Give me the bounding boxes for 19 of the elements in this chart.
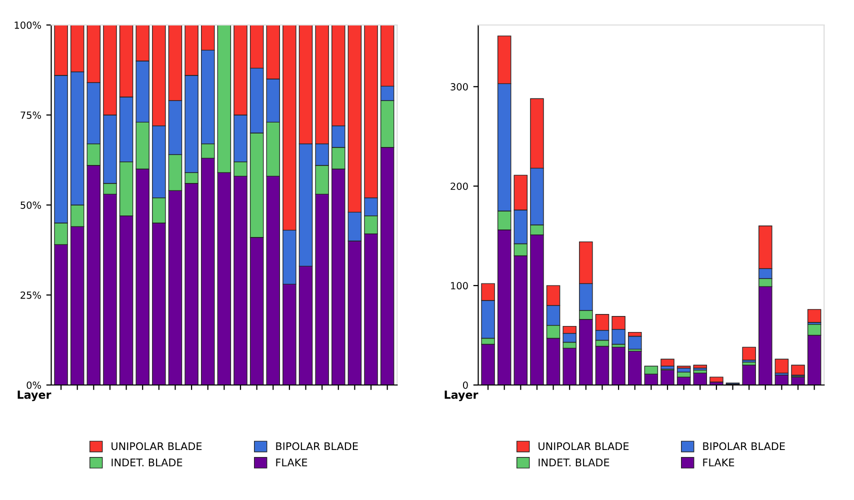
y-tick-label: 50% [20, 201, 41, 209]
legend-label: UNIPOLAR BLADE [112, 442, 202, 450]
y-tick-label: 75% [20, 111, 41, 119]
y-tick-label: 300 [450, 83, 468, 90]
legend-label: FLAKE [703, 458, 734, 466]
legend-label: INDET. BLADE [112, 458, 182, 466]
x-axis-title: Layer [18, 390, 52, 402]
y-tick-label: 200 [450, 182, 468, 190]
legend-label: INDET. BLADE [538, 458, 610, 466]
legend-label: BIPOLAR BLADE [276, 442, 358, 450]
legend-label: UNIPOLAR BLADE [538, 442, 629, 450]
y-tick-label: 25% [20, 291, 41, 299]
x-axis-title: Layer [444, 390, 478, 402]
y-tick-label: 100 [451, 282, 468, 290]
legend-label: FLAKE [276, 458, 308, 466]
y-tick-label: 0 [462, 381, 468, 389]
y-tick-label: 100% [14, 21, 41, 29]
y-tick-label: 0% [26, 381, 41, 389]
legend-label: BIPOLAR BLADE [703, 442, 785, 450]
